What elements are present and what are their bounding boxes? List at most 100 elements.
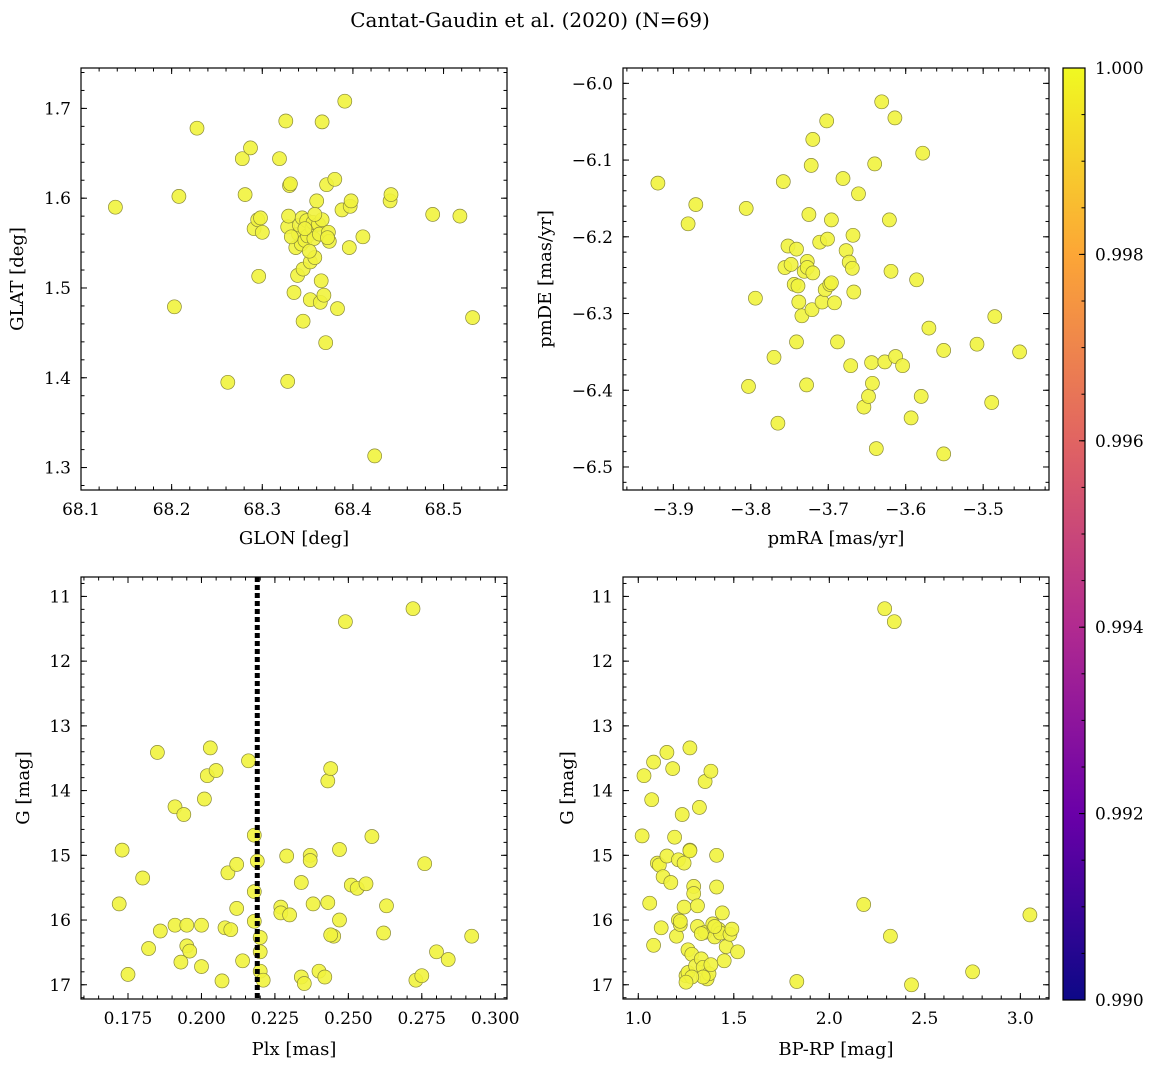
colorbar-tick-label: 0.992 [1095, 805, 1144, 825]
data-point [246, 884, 262, 899]
data-point [790, 278, 806, 294]
data-point [332, 912, 347, 928]
data-point [317, 969, 333, 985]
data-point [915, 145, 931, 161]
data-point [724, 921, 740, 937]
data-point [414, 968, 430, 984]
data-point [921, 320, 937, 336]
x-tick-label: 68.1 [62, 500, 100, 520]
data-point [676, 855, 692, 871]
data-point [770, 415, 786, 431]
data-point [367, 448, 383, 464]
data-point [307, 207, 323, 222]
data-point [686, 886, 702, 901]
data-point [814, 294, 830, 310]
data-point [208, 763, 224, 778]
data-point [653, 920, 669, 936]
data-point [272, 151, 287, 167]
data-point [667, 829, 682, 845]
data-point [383, 187, 399, 202]
data-point [316, 287, 332, 303]
data-point [114, 842, 130, 858]
y-tick-label: 1.5 [44, 279, 71, 299]
data-point [229, 857, 245, 872]
data-point [789, 241, 804, 257]
data-point [189, 120, 205, 136]
data-point [197, 791, 212, 807]
data-point [246, 827, 262, 843]
data-point [716, 953, 732, 969]
data-point [314, 114, 330, 130]
data-point [895, 358, 910, 374]
colorbar-tick-label: 0.994 [1095, 618, 1144, 638]
data-point [843, 358, 859, 374]
data-point [851, 186, 866, 202]
x-tick-label: 68.4 [334, 500, 372, 520]
y-tick-label: −6.4 [572, 381, 613, 401]
x-tick-label: 2.0 [816, 1009, 843, 1029]
data-point [804, 302, 820, 318]
data-point [309, 193, 325, 209]
data-point [845, 227, 861, 243]
data-point [464, 928, 480, 944]
data-points [108, 93, 480, 464]
y-axis-label: pmDE [mas/yr] [535, 210, 556, 348]
data-point [969, 336, 985, 352]
axes-frame [622, 67, 1050, 491]
data-point [297, 221, 313, 237]
data-point [672, 913, 688, 929]
data-point [253, 210, 268, 226]
data-point [237, 187, 253, 202]
data-point [241, 753, 256, 769]
x-tick-label: 2.5 [911, 1009, 938, 1029]
colorbar: 0.990 0.992 0.994 0.996 0.998 1.000 [1062, 59, 1144, 1011]
x-axis-label: BP-RP [mag] [778, 1039, 893, 1060]
data-point [987, 309, 1003, 324]
data-point [313, 273, 329, 289]
data-point [320, 773, 336, 789]
data-point [665, 761, 681, 776]
data-point [167, 299, 182, 315]
data-point [376, 925, 391, 941]
data-point [805, 132, 821, 147]
data-point [355, 229, 371, 245]
data-point [379, 898, 394, 914]
y-tick-label: −6.5 [572, 458, 613, 478]
data-point [865, 375, 880, 391]
data-point [861, 389, 876, 404]
y-tick-label: 11 [49, 587, 71, 607]
data-point [150, 745, 165, 760]
y-tick-label: 17 [49, 976, 71, 996]
x-tick-label: −3.5 [963, 500, 1004, 520]
data-point [877, 601, 893, 617]
data-point [709, 879, 724, 895]
data-point [965, 964, 980, 980]
data-point [680, 216, 696, 232]
data-point [766, 349, 782, 365]
data-point [703, 957, 719, 973]
data-point [302, 243, 317, 259]
data-point [714, 905, 730, 921]
y-tick-label: 1.7 [44, 99, 71, 119]
data-point [323, 761, 339, 776]
data-point [909, 272, 924, 288]
data-point [789, 334, 804, 350]
data-point [182, 943, 198, 959]
x-axis-label: pmRA [mas/yr] [768, 528, 905, 549]
colorbar-tick-label: 0.990 [1095, 991, 1144, 1011]
data-point [135, 870, 151, 886]
data-point [824, 275, 839, 291]
data-point [320, 895, 336, 910]
y-tick-label: 15 [591, 846, 613, 866]
data-point [429, 944, 444, 960]
data-point [278, 113, 294, 129]
data-point [214, 973, 230, 989]
data-point [320, 230, 335, 246]
y-tick-label: 13 [591, 717, 613, 737]
data-point [323, 927, 339, 943]
y-axis-label: G [mag] [557, 751, 578, 824]
data-point [738, 201, 754, 216]
data-point [111, 896, 127, 912]
y-tick-label: 14 [591, 782, 613, 802]
data-point [417, 856, 433, 872]
